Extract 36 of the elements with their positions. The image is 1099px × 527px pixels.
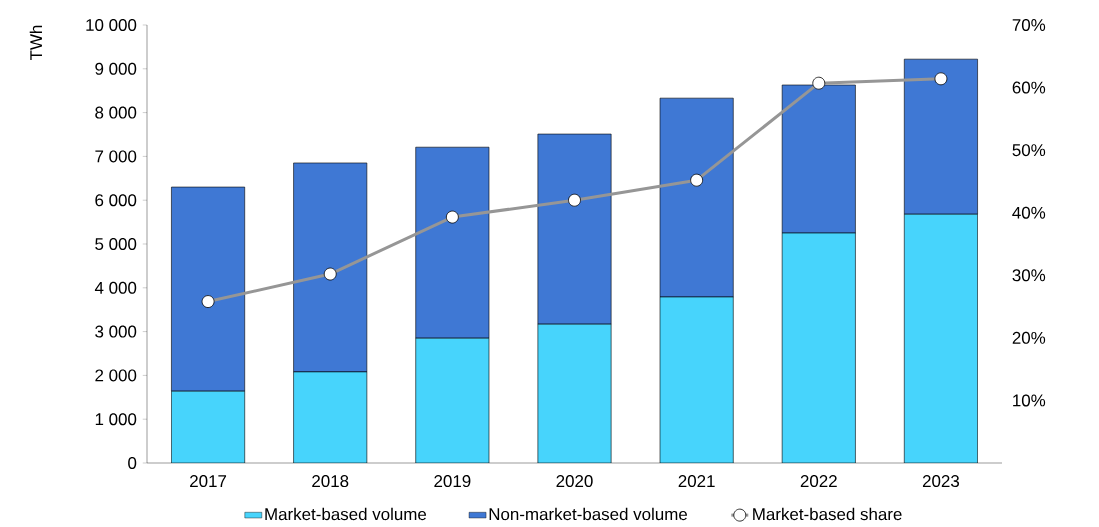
y-tick-label: 6 000 xyxy=(95,194,137,207)
bar xyxy=(415,338,489,463)
y-tick-label: 9 000 xyxy=(95,62,137,75)
y2-tick-label: 20% xyxy=(1012,331,1046,344)
bar xyxy=(537,324,612,463)
bar xyxy=(782,233,856,463)
y2-tick-label: 50% xyxy=(1012,144,1046,157)
x-tick-label: 2021 xyxy=(678,475,715,488)
y2-tick-label: 30% xyxy=(1012,269,1046,282)
y-tick-label: 2 000 xyxy=(95,369,137,382)
x-tick-label: 2023 xyxy=(922,475,960,488)
y-tick-label: 0 xyxy=(128,457,137,469)
x-tick-label: 2017 xyxy=(190,475,227,488)
x-tick-label: 2018 xyxy=(312,475,349,488)
x-tick-label: 2022 xyxy=(800,475,837,488)
legend-label: Market-based volume xyxy=(265,507,427,521)
y-tick-label: 5 000 xyxy=(95,238,137,250)
legend-label: Market-based share xyxy=(753,507,902,521)
bar xyxy=(171,391,245,463)
bar xyxy=(903,213,978,463)
y2-tick-label: 40% xyxy=(1012,206,1046,219)
y-tick-label: 4 000 xyxy=(94,281,137,294)
bar xyxy=(660,297,734,463)
y2-tick-label: 10% xyxy=(1013,394,1046,407)
y-tick-label: 10 000 xyxy=(86,19,137,31)
x-tick-label: 2020 xyxy=(556,475,593,488)
y-tick-label: 7 000 xyxy=(95,150,137,163)
y2-tick-label: 70% xyxy=(1012,19,1046,31)
bar xyxy=(293,371,367,463)
y-tick-label: 3 000 xyxy=(95,325,137,338)
legend-label: Non-market-based volume xyxy=(489,507,688,521)
y-axis-title: TWh xyxy=(29,25,42,61)
y-tick-label: 1 000 xyxy=(95,413,137,426)
y2-tick-label: 60% xyxy=(1012,81,1046,94)
x-tick-label: 2019 xyxy=(434,475,471,488)
y-tick-label: 8 000 xyxy=(95,106,137,119)
